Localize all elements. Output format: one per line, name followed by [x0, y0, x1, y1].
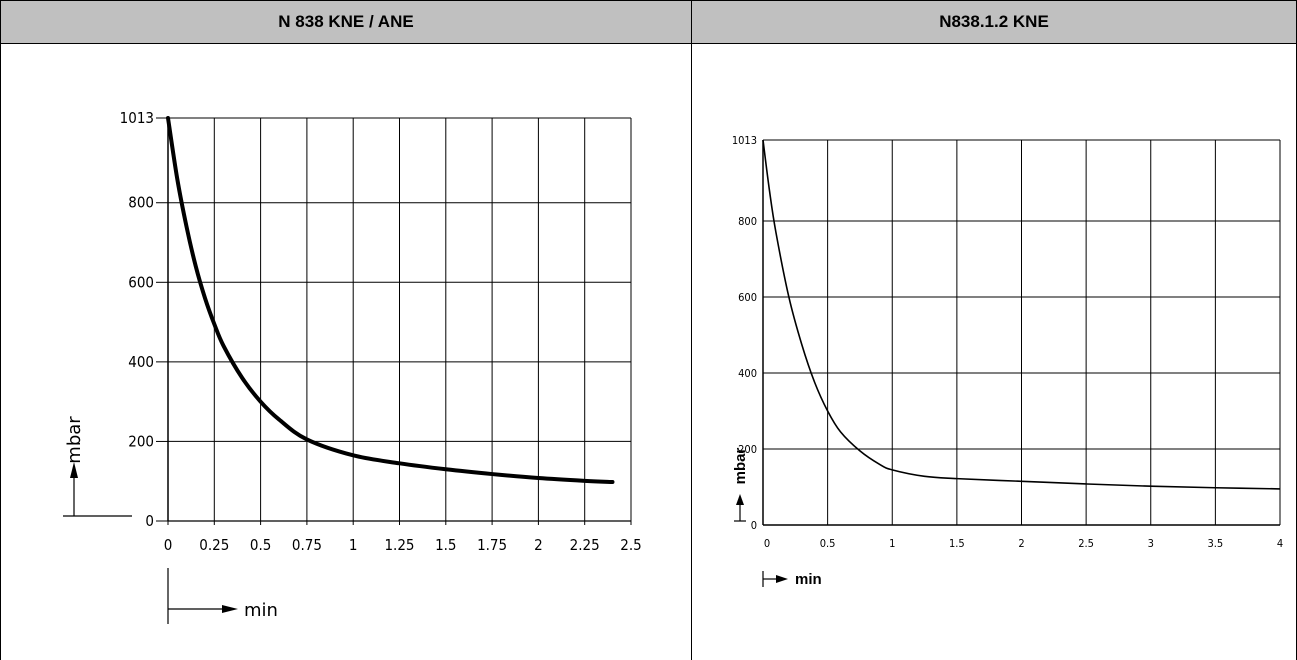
header-label-right: N838.1.2 KNE [939, 12, 1049, 31]
chart1-x-tick-label: 0.75 [292, 536, 322, 554]
chart2-y-tick-label: 600 [738, 291, 757, 304]
chart2-x-tick-label: 0 [764, 537, 770, 550]
chart1-x-tick-label: 2 [534, 536, 543, 554]
chart1-y-tick-label: 1013 [120, 109, 154, 127]
chart1-x-tick-label: 2.5 [620, 536, 641, 554]
chart2-x-tick-label: 0.5 [820, 537, 836, 550]
chart2-xlabel-arrow-head [776, 575, 788, 583]
chart2-x-tick-label: 2.5 [1078, 537, 1094, 550]
chart2-y-tick-label: 800 [738, 215, 757, 228]
chart2-y-tick-label: 0 [751, 519, 757, 532]
chart2-x-axis-label: min [795, 571, 822, 588]
chart1-y-tick-label: 200 [128, 432, 154, 450]
chart1-y-tick-label: 800 [128, 194, 154, 212]
chart1-x-tick-label: 0.5 [250, 536, 271, 554]
chart1-y-tick-label: 0 [145, 512, 154, 530]
chart1-x-tick-label: 0 [164, 536, 173, 554]
chart2-ylabel-arrow-head [736, 494, 744, 505]
chart2-y-tick-label: 1013 [732, 134, 757, 147]
chart2-y-tick-label: 400 [738, 367, 757, 380]
header-cell-left: N 838 KNE / ANE [0, 0, 692, 44]
chart2-x-tick-label: 3 [1148, 537, 1154, 550]
chart1-y-axis-label: mbar [64, 416, 85, 464]
chart2-x-tick-label: 1.5 [949, 537, 965, 550]
chart1-y-tick-label: 600 [128, 273, 154, 291]
chart2-y-axis-label: mbar [732, 448, 749, 485]
chart1-x-tick-label: 1 [349, 536, 358, 554]
chart2-y-tick-label: 200 [738, 443, 757, 456]
chart1-y-tick-label: 400 [128, 353, 154, 371]
chart2-x-tick-label: 3.5 [1208, 537, 1224, 550]
chart2-x-tick-label: 4 [1277, 537, 1283, 550]
chart1-x-tick-label: 2.25 [570, 536, 600, 554]
header-label-left: N 838 KNE / ANE [278, 12, 414, 31]
chart2-x-tick-label: 1 [889, 537, 895, 550]
chart1-xlabel-arrow-head [222, 605, 238, 613]
chart2-x-tick-label: 2 [1018, 537, 1024, 550]
chart1-ylabel-arrow-head [70, 462, 78, 478]
chart1-series-line [166, 116, 615, 485]
chart2-series-line [762, 139, 1281, 490]
chart1-x-tick-label: 1.25 [384, 536, 414, 554]
chart1-x-tick-label: 1.75 [477, 536, 507, 554]
chart1-x-tick-label: 1.5 [435, 536, 456, 554]
chart1-x-tick-label: 0.25 [199, 536, 229, 554]
chart1-x-axis-label: min [244, 600, 278, 621]
